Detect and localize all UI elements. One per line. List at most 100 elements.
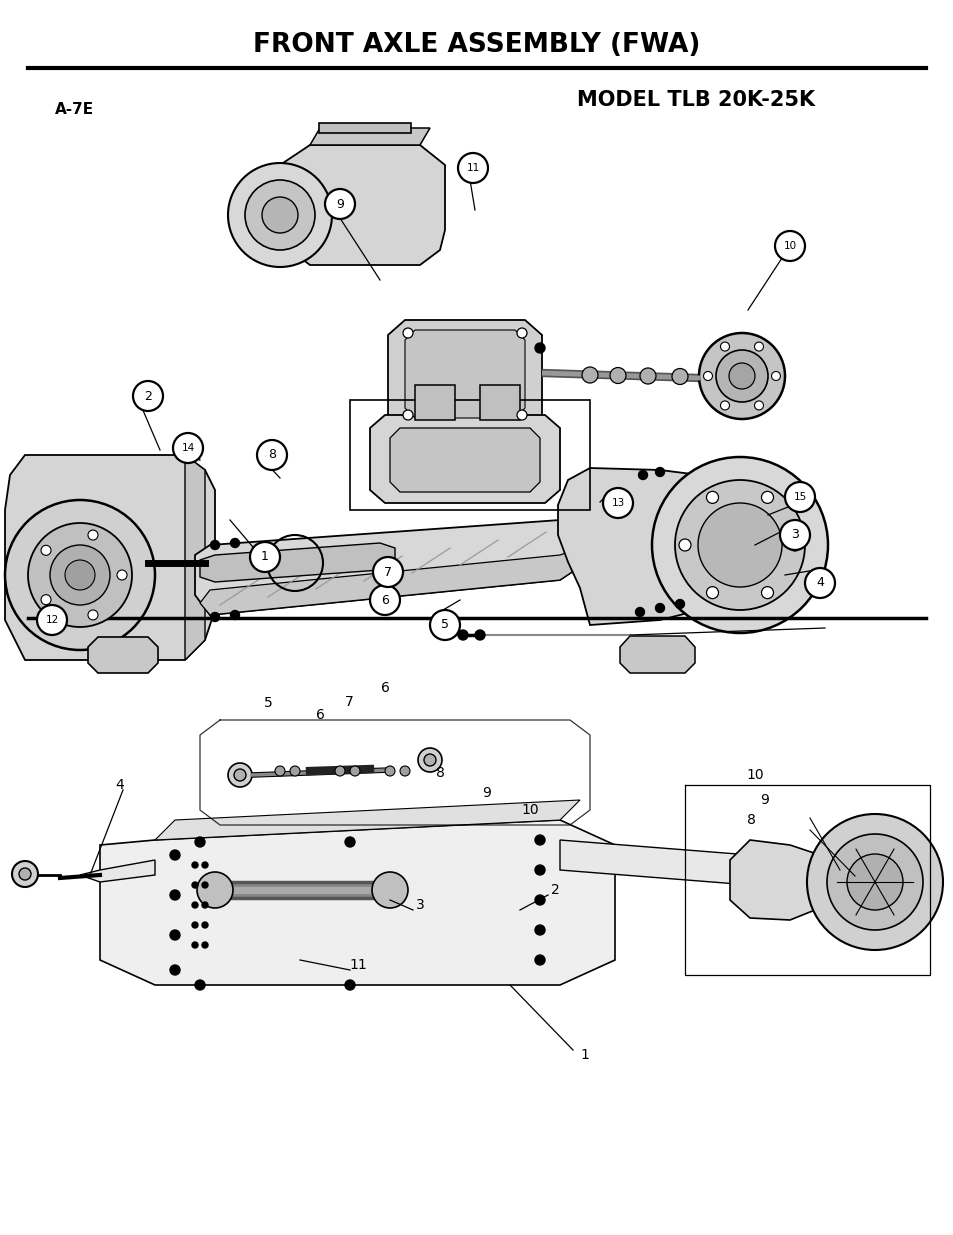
Circle shape <box>609 368 625 384</box>
Circle shape <box>345 837 355 847</box>
Polygon shape <box>390 429 539 492</box>
Text: MODEL TLB 20K-25K: MODEL TLB 20K-25K <box>577 90 815 110</box>
Circle shape <box>399 766 410 776</box>
Circle shape <box>702 372 712 380</box>
Circle shape <box>228 763 252 787</box>
Polygon shape <box>619 636 695 673</box>
Circle shape <box>88 530 98 540</box>
Polygon shape <box>200 548 589 615</box>
Text: 6: 6 <box>315 708 324 722</box>
Circle shape <box>345 981 355 990</box>
Text: 12: 12 <box>46 615 58 625</box>
Circle shape <box>457 630 468 640</box>
Circle shape <box>430 610 459 640</box>
Circle shape <box>41 546 51 556</box>
Polygon shape <box>280 144 444 266</box>
Text: 13: 13 <box>611 498 624 508</box>
Circle shape <box>780 520 809 550</box>
Circle shape <box>706 492 718 504</box>
Circle shape <box>65 559 95 590</box>
Polygon shape <box>154 800 579 840</box>
Circle shape <box>231 610 239 620</box>
Circle shape <box>192 862 198 868</box>
Circle shape <box>202 882 208 888</box>
Polygon shape <box>370 415 559 503</box>
Circle shape <box>170 850 180 860</box>
Text: 14: 14 <box>181 443 194 453</box>
Circle shape <box>192 882 198 888</box>
Circle shape <box>41 595 51 605</box>
Circle shape <box>581 367 598 383</box>
Circle shape <box>88 610 98 620</box>
Text: 1: 1 <box>261 551 269 563</box>
Polygon shape <box>559 840 769 885</box>
Circle shape <box>211 613 219 621</box>
Circle shape <box>706 587 718 599</box>
Circle shape <box>402 410 413 420</box>
Circle shape <box>679 538 690 551</box>
Polygon shape <box>185 454 205 659</box>
Circle shape <box>760 587 773 599</box>
Circle shape <box>256 440 287 471</box>
Circle shape <box>192 902 198 908</box>
Circle shape <box>172 433 203 463</box>
Text: 9: 9 <box>482 785 491 800</box>
Circle shape <box>290 766 299 776</box>
Circle shape <box>417 748 441 772</box>
Circle shape <box>423 755 436 766</box>
Text: 4: 4 <box>815 577 823 589</box>
Text: 15: 15 <box>793 492 806 501</box>
Circle shape <box>245 180 314 249</box>
Circle shape <box>19 868 30 881</box>
Circle shape <box>372 872 408 908</box>
Circle shape <box>728 363 754 389</box>
Circle shape <box>720 401 729 410</box>
Circle shape <box>535 895 544 905</box>
Polygon shape <box>310 128 430 144</box>
Text: 10: 10 <box>745 768 763 782</box>
Circle shape <box>12 861 38 887</box>
Circle shape <box>771 372 780 380</box>
Text: 11: 11 <box>466 163 479 173</box>
Circle shape <box>655 604 664 613</box>
Circle shape <box>117 571 127 580</box>
Circle shape <box>655 468 664 477</box>
Circle shape <box>517 329 526 338</box>
Text: 7: 7 <box>384 566 392 578</box>
Circle shape <box>675 480 804 610</box>
Polygon shape <box>80 860 154 882</box>
Circle shape <box>250 542 280 572</box>
FancyBboxPatch shape <box>318 124 411 133</box>
Text: 4: 4 <box>115 778 124 792</box>
Circle shape <box>5 500 154 650</box>
Circle shape <box>350 766 359 776</box>
Circle shape <box>274 766 285 776</box>
Circle shape <box>760 492 773 504</box>
Polygon shape <box>200 543 395 582</box>
Text: 3: 3 <box>416 898 424 911</box>
Polygon shape <box>88 637 158 673</box>
Circle shape <box>50 545 110 605</box>
Polygon shape <box>5 454 214 659</box>
Circle shape <box>784 482 814 513</box>
Circle shape <box>335 766 345 776</box>
Circle shape <box>231 538 239 547</box>
Circle shape <box>699 333 784 419</box>
Circle shape <box>517 410 526 420</box>
Circle shape <box>716 350 767 403</box>
Circle shape <box>194 837 205 847</box>
Circle shape <box>385 766 395 776</box>
Text: 2: 2 <box>144 389 152 403</box>
FancyBboxPatch shape <box>415 385 455 420</box>
Text: 11: 11 <box>349 958 367 972</box>
Polygon shape <box>558 468 760 625</box>
Circle shape <box>373 557 402 587</box>
Circle shape <box>788 538 801 551</box>
Circle shape <box>28 522 132 627</box>
Circle shape <box>720 342 729 351</box>
Circle shape <box>826 834 923 930</box>
Circle shape <box>457 153 488 183</box>
Circle shape <box>170 965 180 974</box>
Circle shape <box>211 541 219 550</box>
Text: 10: 10 <box>782 241 796 251</box>
